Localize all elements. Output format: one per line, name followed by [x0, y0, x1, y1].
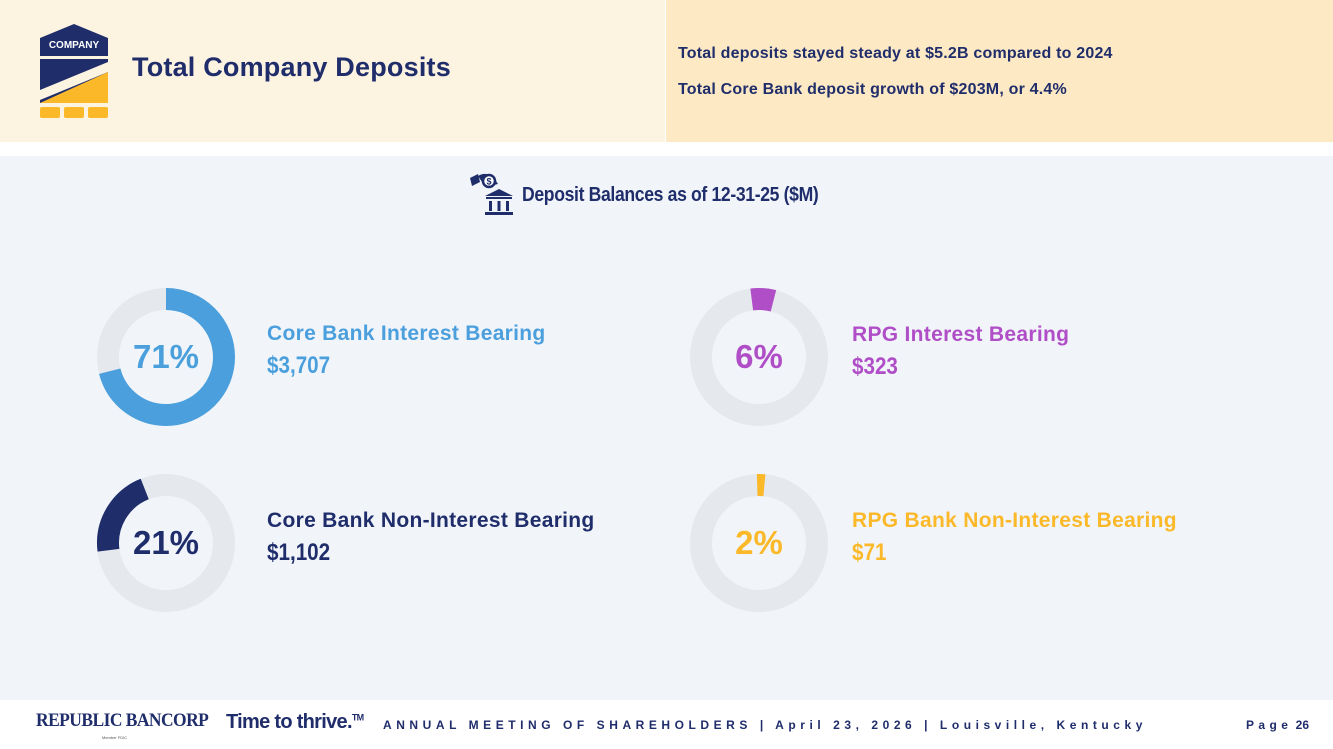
svg-text:$: $	[486, 176, 491, 186]
header-highlights-panel	[666, 0, 1333, 142]
segment-label: Core Bank Interest Bearing	[267, 322, 546, 345]
segment-value: $3,707	[267, 352, 331, 379]
segment-value: $323	[852, 353, 898, 380]
page-title: Total Company Deposits	[132, 52, 451, 82]
donut-core-non-interest-bearing: 21%	[96, 473, 236, 613]
highlights-list: Total deposits stayed steady at $5.2B co…	[678, 42, 1113, 114]
brand-logo: REPUBLIC BANCORP	[36, 710, 209, 731]
tagline-text: Time to thrive.	[226, 711, 353, 733]
segment-value: $71	[852, 539, 887, 566]
segment-label: RPG Bank Non-Interest Bearing	[852, 509, 1177, 532]
highlight-item: Total deposits stayed steady at $5.2B co…	[678, 45, 1113, 62]
donut-rpg-interest-bearing: 6%	[689, 287, 829, 427]
segment-value: $1,102	[267, 539, 331, 566]
bank-deposit-icon: $	[468, 170, 514, 221]
badge-text: COMPANY	[49, 40, 100, 51]
footer	[0, 700, 1333, 749]
tagline: Time to thrive.TM	[226, 711, 364, 734]
donut-rpg-non-interest-bearing: 2%	[689, 473, 829, 613]
donut-percent-label: 71%	[132, 338, 200, 375]
chart-panel	[0, 156, 1333, 700]
donut-percent-label: 21%	[132, 524, 200, 561]
segment-label: Core Bank Non-Interest Bearing	[267, 509, 595, 532]
segment-label: RPG Interest Bearing	[852, 323, 1070, 346]
page-number-value: 26	[1295, 718, 1309, 732]
donut-slice-core-interest-bearing	[97, 288, 235, 426]
page-label: Page	[1246, 718, 1293, 732]
section-header: $ Deposit Balances as of 12-31-25 ($M)	[468, 172, 859, 218]
company-badge-icon: COMPANY	[38, 24, 110, 125]
brand-subtext: Member FDIC	[102, 735, 128, 740]
meeting-info: ANNUAL MEETING OF SHAREHOLDERS | April 2…	[383, 718, 1147, 732]
header-left-panel	[0, 0, 665, 142]
section-title: Deposit Balances as of 12-31-25 ($M)	[522, 183, 819, 206]
tagline-trademark: TM	[351, 712, 364, 723]
donut-core-interest-bearing: 71%	[96, 287, 236, 427]
donut-percent-label: 6%	[735, 338, 783, 375]
donut-percent-label: 2%	[735, 524, 783, 561]
page-number: Page 26	[1246, 718, 1309, 732]
highlight-item: Total Core Bank deposit growth of $203M,…	[678, 81, 1067, 98]
